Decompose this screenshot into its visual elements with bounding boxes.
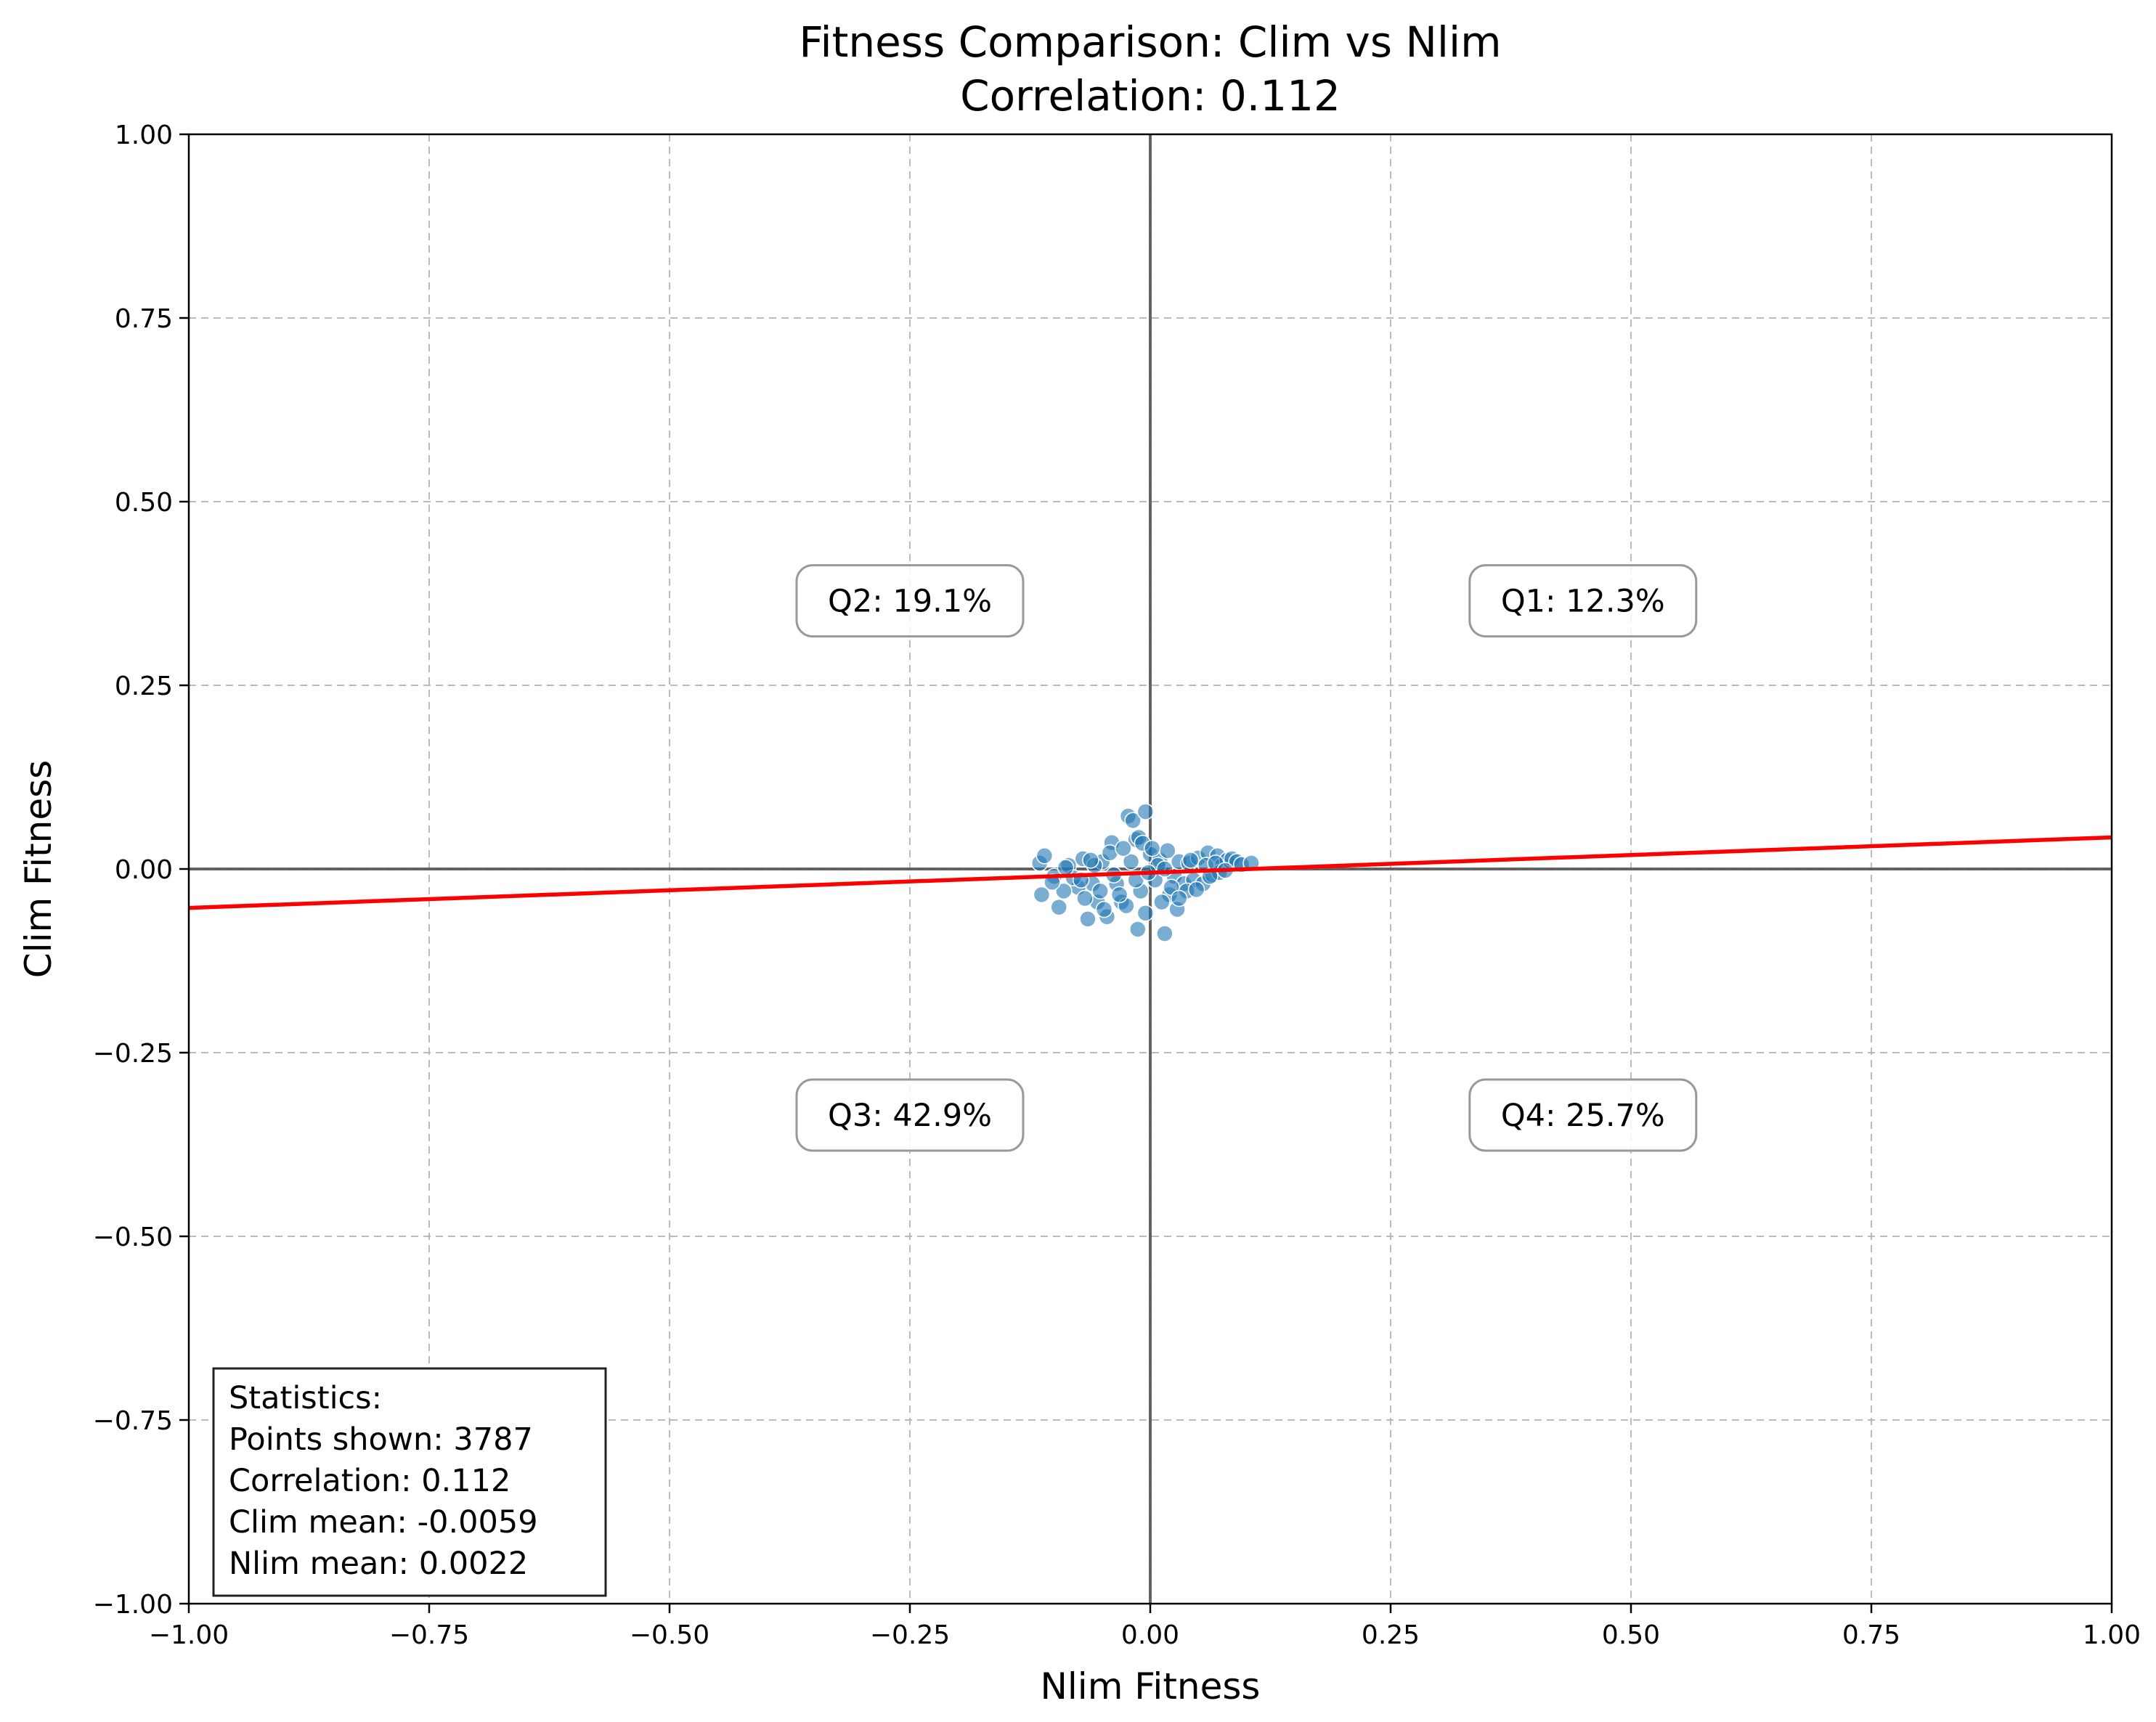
data-point — [1122, 853, 1140, 870]
y-tick-label: 1.00 — [115, 121, 173, 150]
x-tick-label: 1.00 — [2083, 1620, 2141, 1650]
data-points — [1030, 803, 1260, 942]
data-point — [1124, 812, 1142, 829]
x-tick-label: 0.25 — [1362, 1620, 1420, 1650]
statistics-line: Points shown: 3787 — [229, 1421, 533, 1458]
chart-subtitle: Correlation: 0.112 — [960, 71, 1341, 121]
data-point — [1156, 860, 1173, 878]
data-point — [1181, 852, 1200, 869]
x-tick-label: 0.75 — [1842, 1620, 1900, 1650]
quadrant-label-text: Q1: 12.3% — [1501, 584, 1665, 620]
data-point — [1153, 893, 1171, 911]
regression-line — [188, 835, 2112, 910]
y-tick-label: −0.50 — [93, 1223, 173, 1252]
data-point — [1115, 839, 1132, 857]
regression-line-group — [188, 835, 2112, 910]
data-point — [1187, 881, 1205, 899]
data-point — [1129, 921, 1147, 938]
data-point — [1136, 904, 1155, 922]
y-tick-label: −0.25 — [93, 1039, 173, 1069]
quadrant-labels: Q1: 12.3% Q2: 19.1% Q3: 42.9% Q4: 25.7% — [795, 564, 1698, 1152]
quadrant-label-text: Q2: 19.1% — [828, 584, 992, 620]
data-point — [1036, 847, 1054, 865]
data-point — [1082, 852, 1099, 869]
data-point — [1076, 889, 1094, 907]
data-point — [1055, 882, 1073, 900]
statistics-line: Clim mean: -0.0059 — [229, 1504, 538, 1541]
x-tick-label: −0.50 — [630, 1620, 709, 1650]
statistics-line: Statistics: — [229, 1380, 382, 1416]
data-point — [1095, 900, 1113, 918]
data-point — [1057, 859, 1075, 876]
data-point — [1143, 839, 1161, 857]
data-point — [1033, 886, 1051, 904]
data-point — [1136, 803, 1155, 820]
x-axis-label: Nlim Fitness — [1041, 1665, 1261, 1707]
quadrant-label-box — [795, 564, 1025, 638]
y-tick-label: 0.00 — [115, 855, 173, 885]
y-axis-label: Clim Fitness — [17, 760, 60, 978]
quadrant-label-text: Q3: 42.9% — [828, 1098, 992, 1134]
x-tick-label: 0.50 — [1602, 1620, 1660, 1650]
statistics-line: Correlation: 0.112 — [229, 1463, 510, 1499]
x-tick-label: −0.25 — [870, 1620, 950, 1650]
x-tick-label: 0.00 — [1121, 1620, 1179, 1650]
y-tick-label: 0.75 — [115, 304, 173, 334]
x-tick-label: −0.75 — [389, 1620, 469, 1650]
x-tick-label: −1.00 — [149, 1620, 229, 1650]
y-tick-label: −0.75 — [93, 1406, 173, 1436]
quadrant-label-box — [1468, 564, 1698, 638]
data-point — [1156, 925, 1173, 942]
y-tick-label: 0.25 — [115, 672, 173, 701]
data-point — [1091, 882, 1109, 900]
y-axis-ticks: −1.00 −0.75 −0.50 −0.25 0.00 0.25 0.50 0.75 1.00 — [93, 121, 189, 1620]
statistics-line: Nlim mean: 0.0022 — [229, 1546, 528, 1582]
quadrant-label-box — [1468, 1078, 1698, 1152]
data-point — [1159, 841, 1176, 860]
statistics-box-frame — [212, 1367, 607, 1597]
statistics-box: Statistics: Points shown: 3787 Correlation… — [212, 1367, 607, 1597]
chart-title: Fitness Comparison: Clim vs Nlim — [799, 17, 1501, 67]
data-point — [1170, 889, 1188, 907]
quadrant-label-text: Q4: 25.7% — [1501, 1098, 1665, 1134]
y-tick-label: 0.50 — [115, 488, 173, 518]
quadrant-label-box — [795, 1078, 1025, 1152]
data-point — [1079, 910, 1097, 928]
data-point — [1110, 886, 1128, 904]
y-tick-label: −1.00 — [93, 1590, 173, 1620]
data-point — [1050, 898, 1067, 916]
x-axis-ticks: −1.00 −0.75 −0.50 −0.25 0.00 0.25 0.50 0.75 1.00 — [149, 1604, 2141, 1650]
